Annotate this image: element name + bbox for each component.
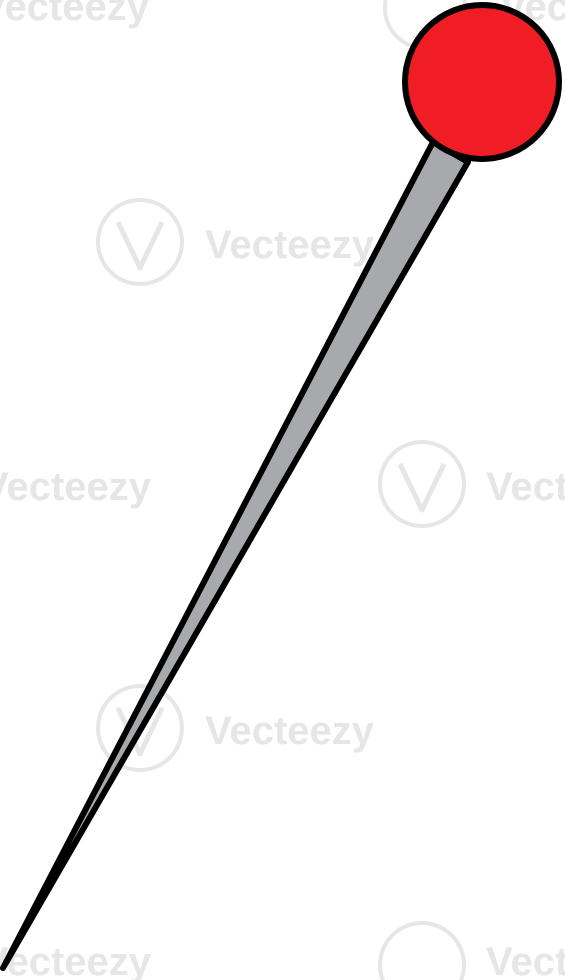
watermark-text: Vecteezy bbox=[486, 940, 565, 980]
watermark-logo-icon bbox=[96, 198, 184, 286]
watermark-text: Vecteezy bbox=[0, 0, 150, 29]
watermark-text: Vecteezy bbox=[205, 223, 375, 267]
watermark-text: Vecteezy bbox=[205, 709, 375, 753]
watermark-logo-icon bbox=[378, 921, 466, 980]
watermark-logo-icon bbox=[96, 684, 184, 772]
pin-head bbox=[402, 2, 562, 162]
watermark-text: Vecteezy bbox=[486, 465, 565, 509]
watermark-text: Vecteezy bbox=[0, 940, 152, 980]
watermark-logo-icon bbox=[378, 440, 466, 528]
watermark-text: Vecteezy bbox=[0, 465, 152, 509]
